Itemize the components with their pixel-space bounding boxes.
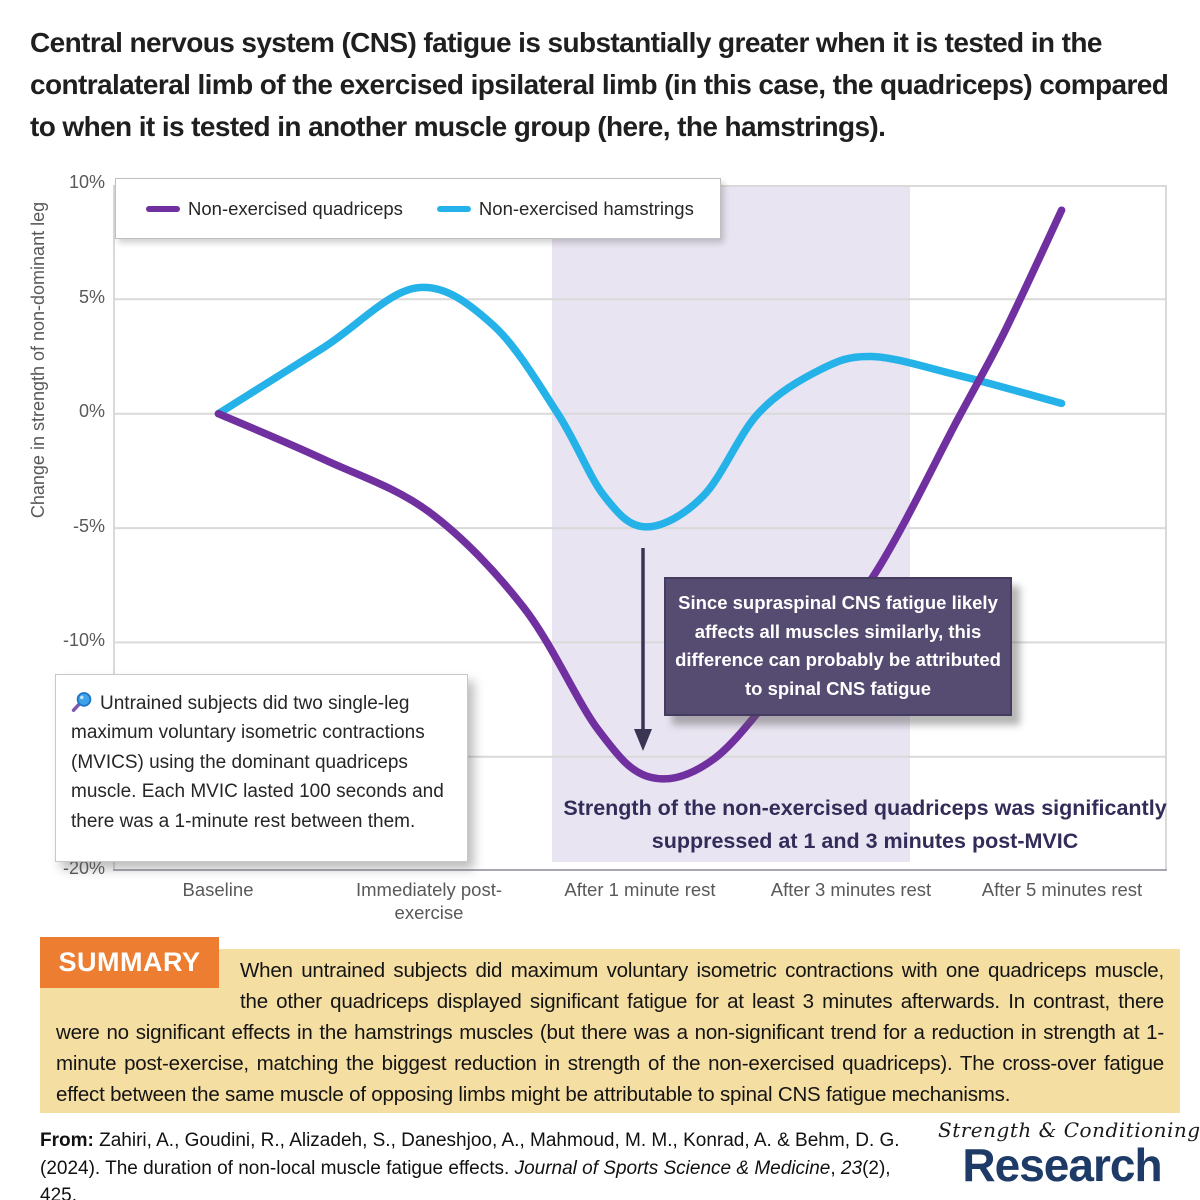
y-tick-neg20: -20% [62, 858, 105, 878]
magnifier-icon [71, 692, 92, 713]
x-label-baseline: Baseline [182, 879, 254, 900]
line-chart-svg [113, 185, 1167, 871]
significance-shaded-region [552, 186, 910, 862]
x-label-post-exercise: Immediately post-exercise [356, 879, 502, 924]
hamstrings-legend-label: Non-exercised hamstrings [478, 197, 694, 219]
quadriceps-line [214, 206, 1066, 783]
x-label-3min: After 3 minutes rest [770, 879, 932, 900]
citation-authors: Zahiri, A., Goudini, R., Alizadeh, S., D… [40, 1130, 900, 1179]
citation-prefix: From: [40, 1130, 94, 1151]
y-axis-title: Change in strength of non-dominant leg [28, 201, 48, 519]
citation-issue-pages: (2), 425. [40, 1157, 891, 1200]
y-tick-neg10: -10% [62, 630, 105, 650]
quadriceps-swatch [146, 205, 180, 212]
suppression-note: Strength of the non-exercised quadriceps… [563, 796, 1167, 853]
page-title: Central nervous system (CNS) fatigue is … [30, 27, 1169, 142]
line-chart-plot-area [113, 185, 1167, 871]
y-tick-neg5: -5% [72, 516, 105, 536]
citation: From: Zahiri, A., Goudini, R., Alizadeh,… [40, 1127, 930, 1200]
x-label-1min: After 1 minute rest [564, 879, 716, 900]
difference-arrow [634, 548, 652, 751]
summary-box: When untrained subjects did maximum volu… [40, 949, 1180, 1113]
citation-journal: Journal of Sports Science & Medicine [514, 1157, 831, 1179]
logo-script-line: Strength & Conditioning [938, 1118, 1200, 1142]
methods-info-text: Untrained subjects did two single-leg ma… [71, 693, 444, 832]
summary-label: SUMMARY [40, 937, 219, 988]
spinal-fatigue-annotation: Since supraspinal CNS fatigue likely aff… [664, 577, 1012, 716]
logo-main-line: Research [962, 1139, 1162, 1191]
summary-text: When untrained subjects did maximum volu… [56, 959, 1164, 1106]
quadriceps-legend-label: Non-exercised quadriceps [188, 197, 403, 219]
hamstrings-line [214, 283, 1066, 531]
brand-logo: Strength & Conditioning Research [938, 1118, 1200, 1191]
citation-volume: 23 [840, 1157, 863, 1179]
y-tick-0: 0% [78, 401, 105, 421]
y-tick-5: 5% [78, 287, 105, 307]
citation-sep: , [830, 1157, 841, 1179]
hamstrings-swatch [436, 205, 471, 212]
legend-item-quadriceps: Non-exercised quadriceps [146, 198, 403, 220]
methods-info-box: Untrained subjects did two single-leg ma… [55, 674, 468, 862]
y-tick-10: 10% [68, 172, 105, 192]
x-label-5min: After 5 minutes rest [981, 879, 1143, 900]
legend-item-hamstrings: Non-exercised hamstrings [436, 197, 694, 220]
chart-legend: Non-exercised quadriceps Non-exercised h… [115, 178, 721, 239]
